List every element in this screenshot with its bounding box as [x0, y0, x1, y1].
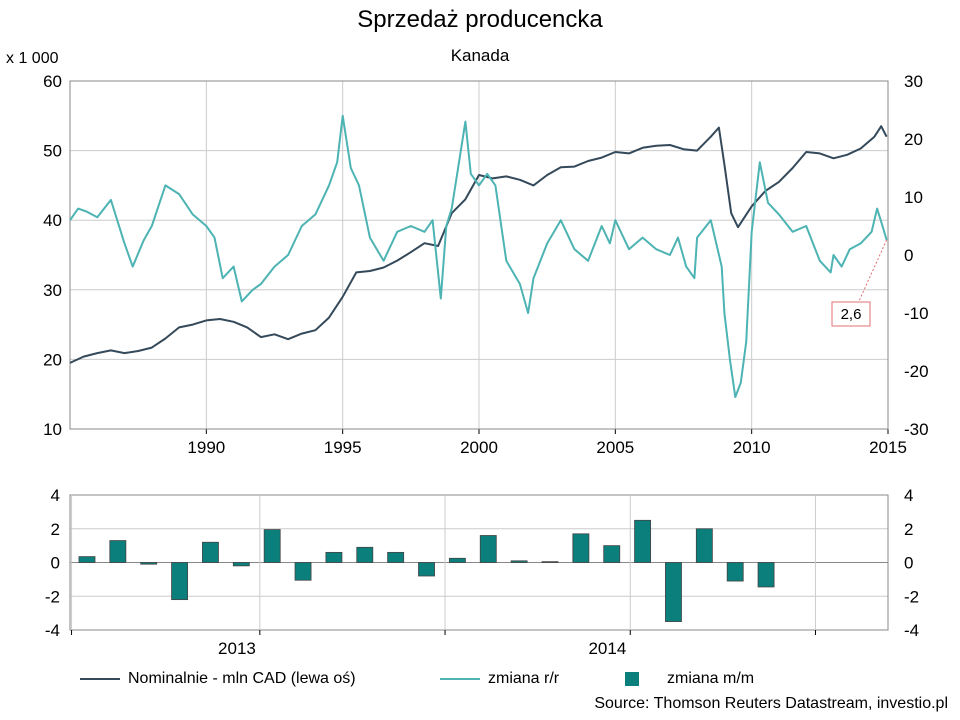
bar-mom — [479, 535, 497, 563]
left-tick-label: 60 — [43, 72, 62, 91]
left-tick-label: 50 — [43, 142, 62, 161]
bar-mom — [140, 562, 158, 565]
left-tick-label: 20 — [43, 350, 62, 369]
legend: Nominalnie - mln CAD (lewa oś) zmiana r/… — [80, 670, 940, 694]
x-tick-label: 2010 — [733, 438, 771, 457]
right-tick-label: 10 — [904, 188, 923, 207]
left-tick-label: 30 — [43, 281, 62, 300]
bar-mom — [78, 556, 96, 563]
source-note: Source: Thomson Reuters Datastream, inve… — [594, 695, 948, 712]
series-line-yoy — [69, 114, 888, 399]
top-line-chart: 10 20 30 40 50 60 -30 -20 -10 0 10 20 30 1990 1995 2000… — [43, 72, 929, 457]
bar-mom — [572, 533, 590, 563]
bar-mom — [294, 562, 312, 581]
left-tick-label: -2 — [45, 587, 60, 606]
left-tick-label: 10 — [43, 420, 62, 439]
right-tick-label: 4 — [904, 486, 913, 505]
right-tick-label: 30 — [904, 72, 923, 91]
bar-mom — [387, 551, 405, 563]
right-tick-label: 20 — [904, 130, 923, 149]
plot-frame — [69, 80, 889, 430]
right-tick-label: 0 — [904, 554, 913, 573]
legend-swatch-yoy — [440, 678, 480, 680]
bar-mom — [418, 562, 435, 577]
right-tick-label: -2 — [904, 587, 919, 606]
right-tick-label: -4 — [904, 621, 919, 640]
x-tick-label: 1995 — [324, 438, 362, 457]
right-tick-label: 0 — [904, 246, 913, 265]
right-tick-label: -20 — [904, 362, 929, 381]
annotation-box — [831, 301, 871, 327]
bar-mom — [325, 551, 343, 563]
chart-subtitle: Kanada — [450, 46, 510, 65]
plot-frame — [69, 494, 889, 631]
annotation-label: 2,6 — [841, 306, 862, 323]
legend-item-mom: zmiana m/m — [625, 670, 754, 688]
right-tick-label: 2 — [904, 520, 913, 539]
bar-mom — [695, 528, 713, 563]
bar-mom — [202, 541, 219, 563]
left-tick-label: 40 — [43, 211, 62, 230]
bar-mom — [603, 545, 621, 563]
unit-label: x 1 000 — [6, 50, 59, 67]
bar-mom — [757, 562, 775, 588]
series-line-nominal — [69, 125, 888, 364]
legend-label-mom: zmiana m/m — [667, 670, 755, 687]
legend-item-nominal: Nominalnie - mln CAD (lewa oś) — [80, 670, 356, 688]
bar-mom — [448, 557, 466, 563]
x-tick-label: 1990 — [187, 438, 225, 457]
legend-swatch-mom — [625, 672, 639, 686]
x-tick-label: 2015 — [869, 438, 907, 457]
legend-swatch-nominal — [80, 678, 120, 680]
chart-title: Sprzedaż producencka — [357, 6, 603, 33]
bar-mom — [356, 546, 374, 563]
legend-label-yoy: zmiana r/r — [488, 670, 560, 687]
bottom-bar-chart: -4 -4 -2 -2 0 0 2 2 4 4 2013 2014 — [45, 486, 919, 658]
bar-mom — [510, 560, 528, 563]
bar-mom — [232, 562, 250, 567]
bar-mom — [665, 562, 682, 622]
legend-label-nominal: Nominalnie - mln CAD (lewa oś) — [128, 670, 356, 687]
left-tick-label: 0 — [51, 554, 60, 573]
left-tick-label: -4 — [45, 621, 60, 640]
right-tick-label: -10 — [904, 304, 929, 323]
x-tick-label: 2000 — [460, 438, 498, 457]
x-tick-label: 2014 — [588, 639, 626, 658]
bar-mom — [634, 519, 652, 563]
left-tick-label: 4 — [51, 486, 60, 505]
x-tick-label: 2013 — [218, 639, 256, 658]
left-tick-label: 2 — [51, 520, 60, 539]
legend-item-yoy: zmiana r/r — [440, 670, 559, 688]
bar-mom — [726, 562, 744, 582]
x-tick-label: 2005 — [596, 438, 634, 457]
annotation-leader — [858, 239, 888, 303]
bar-mom — [263, 529, 281, 563]
bar-mom — [109, 540, 127, 563]
bar-mom — [171, 562, 189, 601]
right-tick-label: -30 — [904, 420, 929, 439]
bar-mom — [541, 561, 559, 563]
